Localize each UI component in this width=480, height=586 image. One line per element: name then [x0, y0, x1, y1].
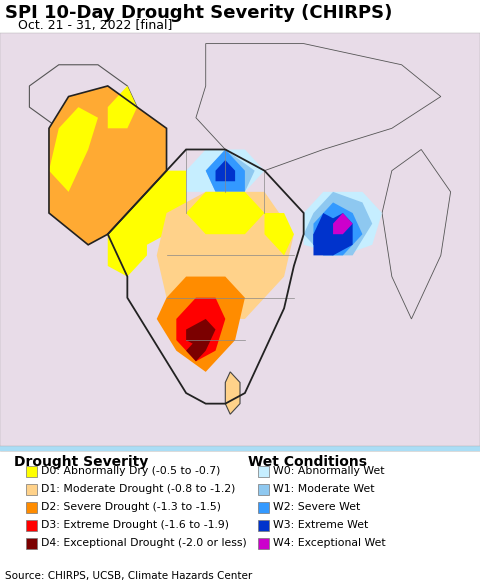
Polygon shape [186, 340, 206, 362]
Polygon shape [304, 192, 372, 255]
Bar [26, 483, 37, 495]
Polygon shape [108, 213, 147, 277]
Text: D4: Exceptional Drought (-2.0 or less): D4: Exceptional Drought (-2.0 or less) [41, 538, 247, 548]
Bar [26, 537, 37, 548]
Polygon shape [29, 65, 137, 128]
Polygon shape [157, 192, 294, 319]
Polygon shape [264, 213, 294, 255]
Polygon shape [49, 107, 98, 192]
Bar [258, 483, 269, 495]
Polygon shape [0, 33, 480, 446]
Text: D3: Extreme Drought (-1.6 to -1.9): D3: Extreme Drought (-1.6 to -1.9) [41, 520, 229, 530]
Bar [26, 465, 37, 476]
Polygon shape [186, 192, 264, 234]
Bar [0, 0, 480, 486]
Polygon shape [225, 372, 240, 414]
Bar [26, 502, 37, 513]
Text: W3: Extreme Wet: W3: Extreme Wet [273, 520, 368, 530]
Text: SPI 10-Day Drought Severity (CHIRPS): SPI 10-Day Drought Severity (CHIRPS) [5, 4, 392, 22]
Bar [258, 537, 269, 548]
Bar [0, 0, 480, 33]
Polygon shape [186, 319, 216, 350]
Polygon shape [313, 202, 362, 255]
Text: Source: CHIRPS, UCSB, Climate Hazards Center: Source: CHIRPS, UCSB, Climate Hazards Ce… [5, 571, 252, 581]
Polygon shape [313, 213, 353, 255]
Bar [0, 451, 480, 586]
Bar [258, 502, 269, 513]
Polygon shape [382, 149, 451, 319]
Text: D2: Severe Drought (-1.3 to -1.5): D2: Severe Drought (-1.3 to -1.5) [41, 502, 221, 512]
Polygon shape [304, 192, 382, 255]
Text: Oct. 21 - 31, 2022 [final]: Oct. 21 - 31, 2022 [final] [18, 19, 172, 32]
Bar [26, 520, 37, 530]
Text: W0: Abnormally Wet: W0: Abnormally Wet [273, 466, 384, 476]
Text: W2: Severe Wet: W2: Severe Wet [273, 502, 360, 512]
Polygon shape [108, 86, 137, 128]
Polygon shape [216, 160, 235, 181]
Polygon shape [333, 213, 353, 234]
Polygon shape [206, 149, 255, 192]
Text: D0: Abnormally Dry (-0.5 to -0.7): D0: Abnormally Dry (-0.5 to -0.7) [41, 466, 220, 476]
Polygon shape [313, 213, 343, 255]
Polygon shape [49, 86, 167, 245]
Polygon shape [157, 277, 245, 372]
Text: W4: Exceptional Wet: W4: Exceptional Wet [273, 538, 385, 548]
Bar [258, 520, 269, 530]
Bar [258, 465, 269, 476]
Polygon shape [206, 149, 245, 192]
Polygon shape [176, 298, 225, 362]
Text: Drought Severity: Drought Severity [14, 455, 148, 469]
Text: D1: Moderate Drought (-0.8 to -1.2): D1: Moderate Drought (-0.8 to -1.2) [41, 484, 235, 494]
Polygon shape [196, 43, 441, 171]
Text: W1: Moderate Wet: W1: Moderate Wet [273, 484, 374, 494]
Polygon shape [127, 171, 186, 245]
Text: Wet Conditions: Wet Conditions [248, 455, 367, 469]
Polygon shape [186, 149, 264, 192]
